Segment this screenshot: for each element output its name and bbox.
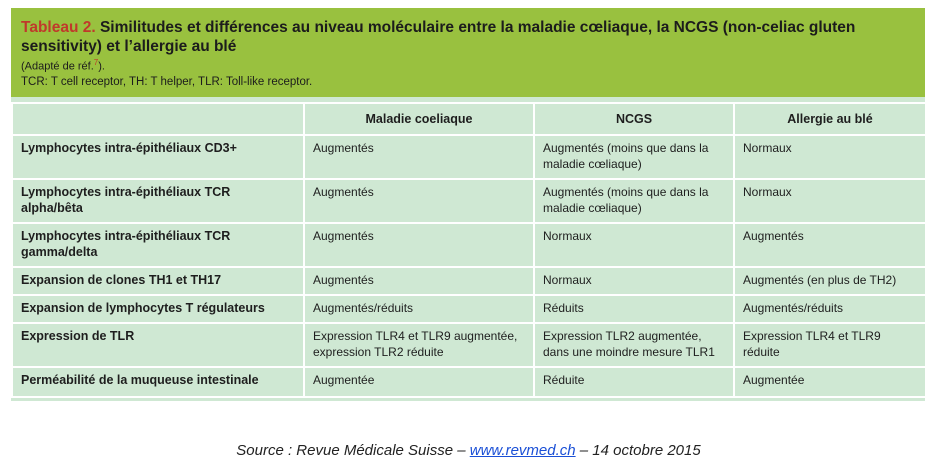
table-row: Lymphocytes intra-épithéliaux TCR alpha/… [11,178,927,224]
table-cell: Expression TLR4 et TLR9 augmentée, expre… [303,322,535,368]
table-cell: Augmentés [303,178,535,224]
source-prefix: Source : Revue Médicale Suisse – [236,442,470,459]
table-cell: Augmentés [303,134,535,180]
table-cell: Augmentés (en plus de TH2) [733,266,927,296]
column-header-maladie-coeliaque: Maladie coeliaque [303,102,535,136]
table-cell: Normaux [533,266,735,296]
row-label: Expansion de lymphocytes T régulateurs [11,294,305,324]
table-number-label: Tableau 2. [21,19,96,36]
adapted-text: (Adapté de réf. [21,60,94,73]
comparison-table-card: Tableau 2. Similitudes et différences au… [11,8,927,401]
row-label: Lymphocytes intra-épithéliaux TCR alpha/… [11,178,305,224]
table-row: Lymphocytes intra-épithéliaux CD3+ Augme… [11,134,927,180]
column-header-empty [11,102,305,136]
table-cell: Augmentée [303,366,535,398]
table-cell: Normaux [733,178,927,224]
table-row: Expression de TLR Expression TLR4 et TLR… [11,322,927,368]
adapted-note: (Adapté de réf.7). [21,56,915,74]
table-cell: Augmentés/réduits [303,294,535,324]
table-cell: Normaux [733,134,927,180]
row-label: Perméabilité de la muqueuse intestinale [11,366,305,398]
abbreviations-note: TCR: T cell receptor, TH: T helper, TLR:… [21,75,313,88]
row-label: Lymphocytes intra-épithéliaux TCR gamma/… [11,222,305,268]
table-cell: Augmentés [303,222,535,268]
table-cell: Normaux [533,222,735,268]
table-header-row: Maladie coeliaque NCGS Allergie au blé [11,102,927,136]
table-cell: Augmentés [733,222,927,268]
table-cell: Réduits [533,294,735,324]
table-cell: Augmentés (moins que dans la maladie cœl… [533,134,735,180]
table-cell: Augmentés (moins que dans la maladie cœl… [533,178,735,224]
table-cell: Expression TLR2 augmentée, dans une moin… [533,322,735,368]
table-row: Lymphocytes intra-épithéliaux TCR gamma/… [11,222,927,268]
row-label: Expansion de clones TH1 et TH17 [11,266,305,296]
table-row: Perméabilité de la muqueuse intestinale … [11,366,927,398]
comparison-table: Maladie coeliaque NCGS Allergie au blé L… [11,102,927,398]
caption-title-line: Tableau 2. Similitudes et différences au… [21,18,915,56]
source-suffix: – 14 octobre 2015 [575,442,701,459]
reference-number[interactable]: 7 [93,58,99,67]
row-label: Expression de TLR [11,322,305,368]
adapted-text-end: ). [98,60,105,73]
table-cell: Réduite [533,366,735,398]
source-link[interactable]: www.revmed.ch [469,442,576,459]
row-label: Lymphocytes intra-épithéliaux CD3+ [11,134,305,180]
table-row: Expansion de lymphocytes T régulateurs A… [11,294,927,324]
column-header-ncgs: NCGS [533,102,735,136]
table-row: Expansion de clones TH1 et TH17 Augmenté… [11,266,927,296]
table-cell: Augmentés [303,266,535,296]
table-caption: Tableau 2. Similitudes et différences au… [11,8,925,97]
table-cell: Expression TLR4 et TLR9 réduite [733,322,927,368]
column-header-allergie-ble: Allergie au blé [733,102,927,136]
table-title: Similitudes et différences au niveau mol… [21,19,856,55]
source-credit: Source : Revue Médicale Suisse – www.rev… [0,442,937,459]
table-cell: Augmentés/réduits [733,294,927,324]
table-cell: Augmentée [733,366,927,398]
